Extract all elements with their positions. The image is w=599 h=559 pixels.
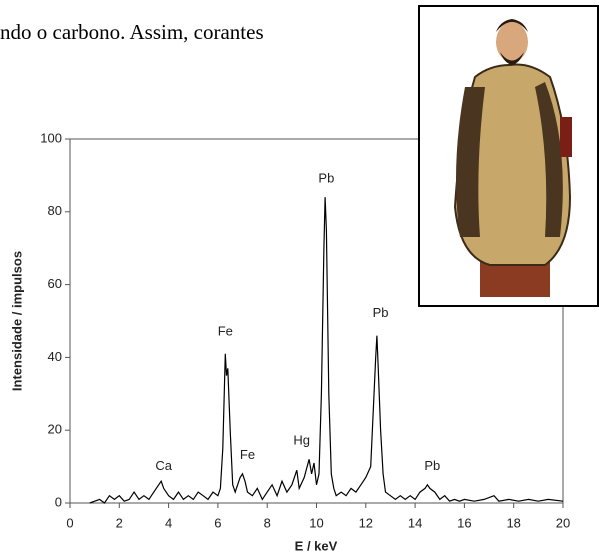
spectrum-line	[89, 197, 564, 504]
x-axis-label: E / keV	[295, 538, 338, 553]
beard	[500, 52, 524, 65]
x-tick-label: 14	[408, 515, 422, 530]
peak-label: Ca	[155, 458, 172, 473]
x-tick-label: 4	[165, 515, 172, 530]
peak-label: Fe	[240, 447, 255, 462]
y-tick-label: 20	[48, 422, 62, 437]
peak-label: Hg	[293, 433, 310, 448]
body-text: ndo o carbono. Assim, corantes	[0, 20, 264, 44]
y-tick-label: 60	[48, 276, 62, 291]
x-tick-label: 8	[264, 515, 271, 530]
x-tick-label: 6	[214, 515, 221, 530]
statue-photo	[418, 5, 599, 307]
peak-label: Pb	[318, 170, 334, 185]
y-tick-label: 0	[55, 494, 62, 509]
x-tick-label: 20	[556, 515, 570, 530]
peak-label: Pb	[424, 458, 440, 473]
y-axis-label: Intensidade / impulsos	[9, 251, 24, 391]
x-tick-label: 10	[309, 515, 323, 530]
y-tick-label: 40	[48, 349, 62, 364]
x-tick-label: 18	[506, 515, 520, 530]
cloak-left	[456, 87, 485, 237]
x-tick-label: 12	[359, 515, 373, 530]
y-tick-label: 100	[40, 130, 62, 145]
photo-illustration	[453, 19, 572, 297]
peak-label: Fe	[218, 323, 233, 338]
y-tick-label: 80	[48, 203, 62, 218]
head	[496, 22, 528, 62]
hair	[496, 19, 528, 32]
peak-label: Pb	[373, 305, 389, 320]
x-tick-label: 0	[66, 515, 73, 530]
cloak-right	[535, 82, 563, 237]
x-tick-label: 2	[116, 515, 123, 530]
book	[560, 117, 572, 157]
x-tick-label: 16	[457, 515, 471, 530]
